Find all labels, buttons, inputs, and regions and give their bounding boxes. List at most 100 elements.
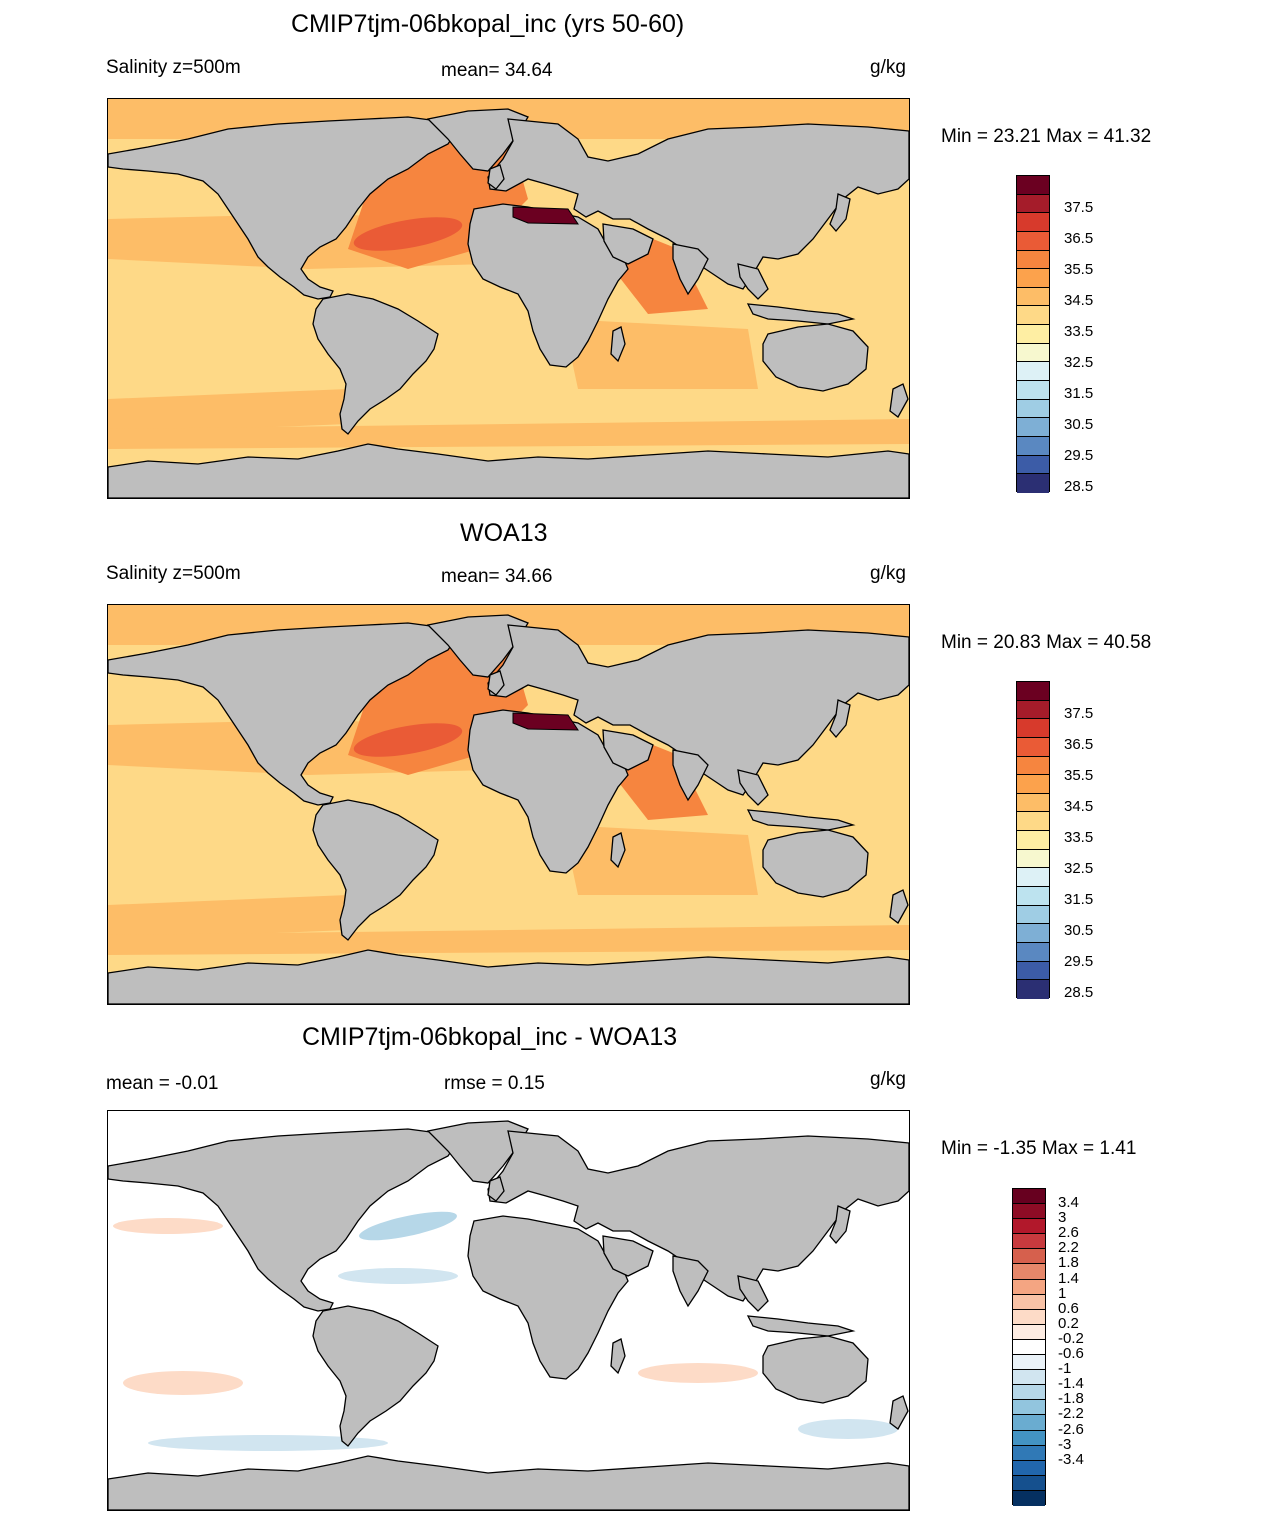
colorbar-swatch [1013,1385,1045,1401]
panel3-rmse-label: rmse = 0.15 [444,1073,545,1094]
colorbar-tick-label: -2.2 [1058,1405,1084,1423]
panel2-colorbar [1016,681,1050,999]
landmass-japan [829,699,851,739]
panel2-map [107,604,910,1005]
landmass-seAsia [737,1275,769,1312]
colorbar-swatch [1017,455,1049,475]
colorbar-swatch [1013,1415,1045,1431]
landmass-indonesia [746,809,856,831]
landmass-northAmerica [108,622,459,806]
colorbar-tick-label: 32.5 [1064,860,1094,878]
panel2-units-label: g/kg [870,563,906,584]
colorbar-swatch [1013,1370,1045,1386]
mediterranean-sea [512,206,579,225]
map-svg [108,605,909,1004]
colorbar-tick-label: 36.5 [1064,735,1094,753]
colorbar-tick-label: 29.5 [1064,447,1094,465]
landmass-seAsia [737,769,769,806]
colorbar-swatch [1017,737,1049,757]
colorbar-swatch [1017,887,1049,906]
landmass-africa [467,203,629,368]
colorbar-tick-label: 33.5 [1064,828,1094,846]
panel3-mean-label: mean = -0.01 [106,1073,219,1094]
landmass-indonesia [746,1315,856,1337]
colorbar-swatch [1017,831,1049,850]
colorbar-tick-label: 33.5 [1064,322,1094,340]
colorbar-tick-label: 35.5 [1064,766,1094,784]
colorbar-tick-label: -1 [1058,1360,1072,1378]
panel1-minmax: Min = 23.21 Max = 41.32 [941,126,1152,147]
subtropical-atlantic-max [353,723,463,757]
colorbar-tick-label: -1.8 [1058,1390,1084,1408]
colorbar-swatch [1013,1219,1045,1235]
landmass-southAmerica [312,799,439,941]
colorbar-swatch [1017,213,1049,232]
colorbar-swatch [1013,1490,1045,1506]
panel1-units-label: g/kg [870,57,906,78]
colorbar-swatch [1017,231,1049,251]
panel1-map [107,98,910,499]
colorbar-tick-label: 28.5 [1064,984,1094,1002]
colorbar-swatch [1013,1460,1045,1476]
colorbar-tick-label: 3 [1058,1209,1067,1227]
subtropical-atlantic-max [353,217,463,251]
colorbar-swatch [1017,343,1049,363]
southern-ocean-negative [148,1435,388,1451]
landmass-southAmerica [312,1305,439,1447]
colorbar-swatch [1017,381,1049,400]
landmass-arabia [602,223,654,265]
panel3-title: CMIP7tjm-06bkopal_inc - WOA13 [302,1023,678,1051]
panel2-mean-label: mean= 34.66 [441,566,553,587]
landmass-uk [487,1176,505,1202]
colorbar-tick-label: 1.8 [1058,1254,1079,1272]
panel2-variable-label: Salinity z=500m [106,563,241,584]
panel3-map [107,1110,910,1511]
landmass-australia [762,829,869,898]
colorbar-tick-label: -0.6 [1058,1345,1084,1363]
colorbar-swatch [1017,868,1049,888]
colorbar-tick-label: 3.4 [1058,1194,1079,1212]
panel1-colorbar [1016,175,1050,493]
colorbar-swatch [1017,849,1049,869]
colorbar-swatch [1013,1279,1045,1295]
colorbar-swatch [1017,436,1049,456]
colorbar-swatch [1013,1249,1045,1265]
landmass-africa [467,709,629,874]
colorbar-tick-label: 32.5 [1064,354,1094,372]
south-indian-band [563,319,758,389]
landmass-india [672,1255,709,1308]
colorbar-swatch [1013,1204,1045,1220]
colorbar-swatch [1017,474,1049,493]
colorbar-tick-label: 34.5 [1064,797,1094,815]
colorbar-tick-label: 35.5 [1064,260,1094,278]
colorbar-swatch [1013,1339,1045,1356]
colorbar-tick-label: 36.5 [1064,229,1094,247]
colorbar-tick-label: 2.6 [1058,1224,1079,1242]
southern-ocean-band [108,419,909,449]
landmass-newZealand [889,1395,909,1430]
colorbar-swatch [1017,682,1049,701]
southern-ocean-band [108,925,909,955]
colorbar-tick-label: -3.4 [1058,1450,1084,1468]
colorbar-swatch [1017,194,1049,214]
landmass-japan [829,1205,851,1245]
landmass-newZealand [889,889,909,924]
colorbar-tick-label: -2.6 [1058,1420,1084,1438]
colorbar-tick-label: 34.5 [1064,291,1094,309]
colorbar-swatch [1017,719,1049,738]
south-indian-band [563,825,758,895]
landmass-northAmerica [108,116,459,300]
panel1-mean-label: mean= 34.64 [441,60,553,81]
colorbar-swatch [1017,287,1049,307]
colorbar-tick-label: 2.2 [1058,1239,1079,1257]
colorbar-swatch [1017,269,1049,288]
colorbar-swatch [1017,961,1049,981]
landmass-australia [762,1335,869,1404]
colorbar-tick-label: 29.5 [1064,953,1094,971]
landmass-japan [829,193,851,233]
landmass-greenland [426,614,529,678]
colorbar-swatch [1017,905,1049,925]
colorbar-swatch [1013,1475,1045,1491]
panel3-units-label: g/kg [870,1069,906,1090]
colorbar-swatch [1013,1400,1045,1416]
